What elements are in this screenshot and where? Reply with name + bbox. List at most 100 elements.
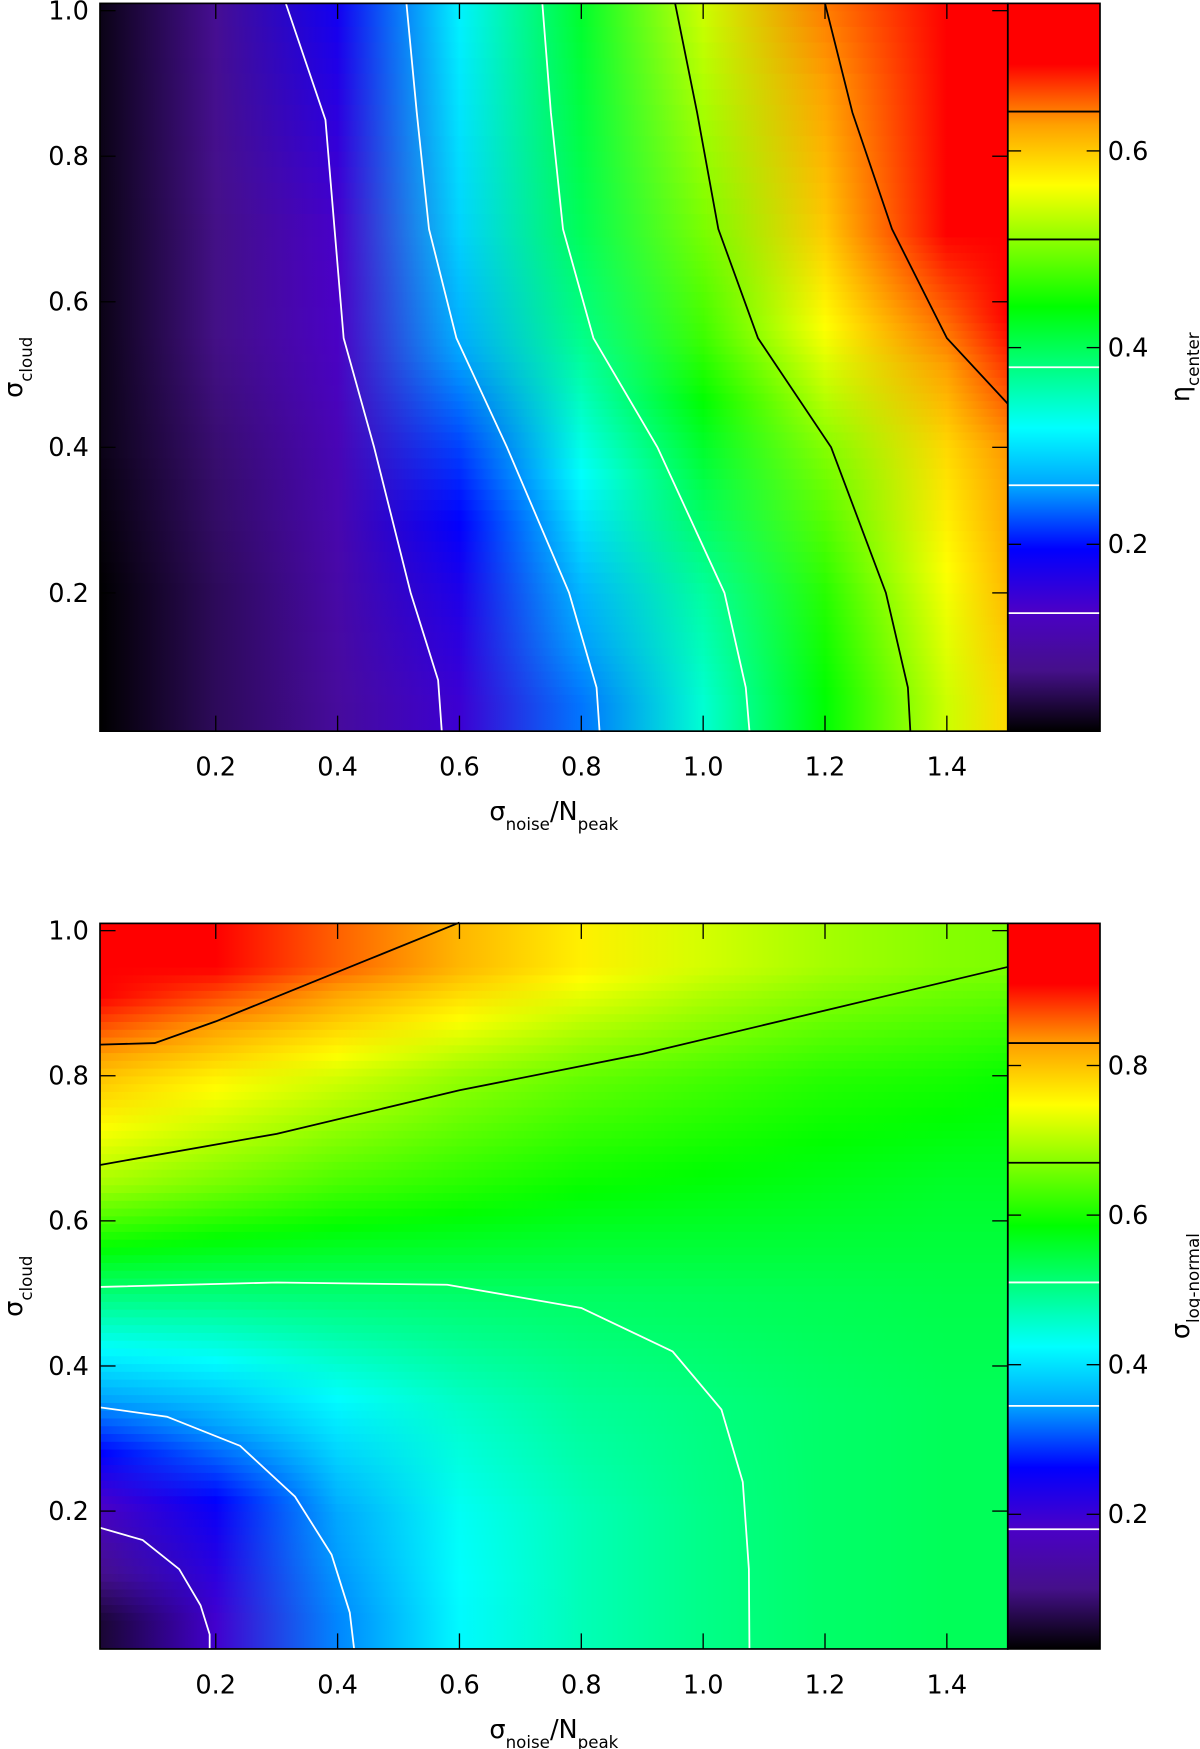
label-part: /N (550, 1715, 578, 1745)
heat-band (100, 1363, 1008, 1372)
label-subscript: cloud (17, 1256, 36, 1301)
heat-band (100, 400, 1008, 410)
heat-band (100, 990, 1008, 999)
contour-line (674, 3, 912, 732)
heat-band (100, 1394, 1008, 1403)
heat-band (100, 229, 1008, 238)
heat-band (100, 1239, 1008, 1248)
label-subscript: noise (506, 1732, 550, 1749)
heat-band (100, 1417, 1008, 1427)
heat-band (100, 1021, 1008, 1030)
heat-band (100, 57, 1008, 74)
x-tick-label: 0.6 (439, 1670, 480, 1700)
y-tick-label: 0.2 (48, 579, 89, 609)
heat-band (100, 702, 1008, 732)
heat-band (100, 1441, 1008, 1450)
y-tick-label: 0.4 (48, 1352, 89, 1382)
heat-band (100, 1355, 1008, 1365)
x-label: σnoise/Npeak (489, 797, 618, 834)
heat-band (100, 1215, 1008, 1225)
heat-band (100, 322, 1008, 332)
heat-band (100, 1464, 1008, 1473)
heat-band (100, 1347, 1008, 1357)
heat-band (100, 561, 1008, 573)
y-tick-label: 0.6 (48, 288, 89, 318)
heat-band (100, 244, 1008, 254)
heat-band (100, 966, 1008, 976)
heat-band (100, 478, 1008, 490)
y-tick-label: 0.4 (48, 433, 89, 463)
heat-band (100, 1402, 1008, 1411)
contour-line (405, 3, 601, 732)
colorbar-label: σlog-normal (1166, 1233, 1200, 1339)
heat-band (100, 457, 1008, 469)
heat-band (100, 1557, 1008, 1567)
contour-line (284, 3, 443, 732)
x-tick-label: 1.0 (683, 1670, 724, 1700)
heat-band (100, 73, 1008, 90)
heat-band (100, 275, 1008, 285)
heat-band (100, 236, 1008, 246)
heat-band (100, 299, 1008, 308)
heat-band (100, 1122, 1008, 1131)
label-subscript: peak (578, 815, 619, 834)
heat-band (100, 1479, 1008, 1489)
heat-band (100, 182, 1008, 199)
plot-frame (99, 2, 1009, 732)
heat-band (100, 408, 1008, 417)
heat-band (100, 974, 1008, 984)
heat-band (100, 647, 1008, 656)
heat-band (100, 26, 1008, 43)
y-label: σcloud (0, 1256, 36, 1317)
heat-band (100, 1332, 1008, 1341)
heat-band (100, 1472, 1008, 1481)
heat-band (100, 1495, 1008, 1504)
heat-band (100, 252, 1008, 261)
y-tick-label: 0.8 (48, 142, 89, 172)
heat-band (100, 1285, 1008, 1295)
heat-band (100, 1137, 1008, 1147)
heat-band (100, 1029, 1008, 1038)
heat-band (100, 1301, 1008, 1310)
heat-band (100, 1161, 1008, 1170)
heat-band (100, 678, 1008, 688)
label-subscript: peak (578, 1732, 619, 1749)
heat-band (100, 1270, 1008, 1279)
heat-band (100, 104, 1008, 121)
heat-band (100, 639, 1008, 649)
x-tick-label: 1.4 (927, 1670, 968, 1700)
heat-band (100, 616, 1008, 625)
heat-band (100, 1549, 1008, 1559)
heat-band (100, 353, 1008, 363)
heat-band (100, 392, 1008, 402)
heat-band (100, 345, 1008, 355)
heat-band (100, 1036, 1008, 1046)
x-tick-label: 0.4 (317, 753, 358, 783)
contour-line (824, 3, 1009, 405)
contour-line (99, 921, 460, 1046)
heat-band (100, 624, 1008, 633)
heat-band (100, 509, 1008, 521)
x-tick-label: 1.4 (927, 753, 968, 783)
heat-band (100, 330, 1008, 339)
heat-band (100, 670, 1008, 680)
heat-band (100, 1511, 1008, 1520)
heat-band (100, 1308, 1008, 1318)
heat-band (100, 520, 1008, 532)
heatmap (100, 3, 1008, 732)
label-part: /N (550, 797, 578, 827)
heat-band (100, 655, 1008, 664)
heat-band (100, 1456, 1008, 1466)
heat-band (100, 1316, 1008, 1326)
heat-band (100, 1106, 1008, 1116)
heat-band (100, 260, 1008, 269)
heat-band (100, 540, 1008, 552)
heat-band (100, 291, 1008, 300)
label-subscript: noise (506, 815, 550, 834)
label-subscript: center (1183, 332, 1200, 386)
heat-band (100, 686, 1008, 695)
contour-line (99, 966, 1008, 1166)
heat-band (100, 1324, 1008, 1333)
heat-band (100, 1153, 1008, 1162)
